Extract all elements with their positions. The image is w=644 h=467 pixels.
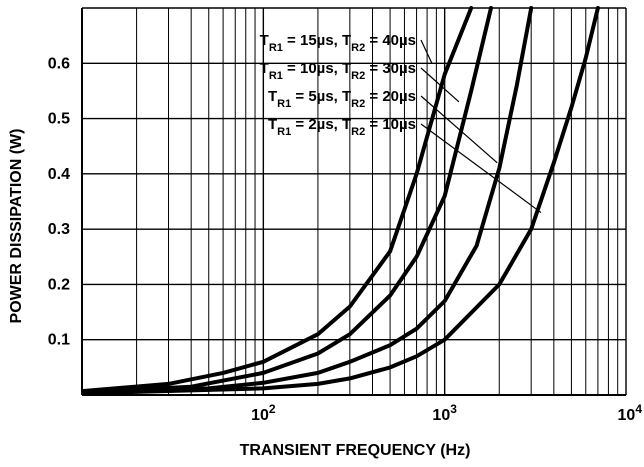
series-line-2 <box>82 6 493 395</box>
y-tick-label: 0.4 <box>48 166 70 183</box>
legend-label-3: TR1 = 5µs, TR2 = 20µs <box>268 88 416 110</box>
y-tick-label: 0.1 <box>48 332 70 349</box>
x-tick-label: 104 <box>618 402 643 424</box>
tick-labels: 0.1 0.2 0.3 0.4 0.5 0.6 102 103 104 <box>48 55 643 424</box>
series-line-4 <box>82 6 600 396</box>
x-tick-label: 102 <box>251 402 276 424</box>
legend-label-2: TR1 = 10µs, TR2 = 30µs <box>260 60 416 82</box>
legend-leader-line-1 <box>420 39 433 64</box>
legend-leader-line-4 <box>420 123 542 214</box>
x-axis-title: TRANSIENT FREQUENCY (Hz) <box>240 442 471 459</box>
y-tick-label: 0.5 <box>48 111 70 128</box>
x-tick-label: 103 <box>432 402 457 424</box>
series-group <box>82 6 600 396</box>
series-line-1 <box>82 6 474 394</box>
legend-label-4: TR1 = 2µs, TR2 = 10µs <box>268 116 416 138</box>
y-axis-title: POWER DISSIPATION (W) <box>8 129 25 324</box>
series-clip-group <box>82 6 600 396</box>
legend-leader-line-2 <box>420 67 460 103</box>
legend-leader-line-3 <box>420 95 498 164</box>
series-line-3 <box>82 6 534 395</box>
legend: TR1 = 15µs, TR2 = 40µs TR1 = 10µs, TR2 = … <box>260 32 542 214</box>
legend-label-1: TR1 = 15µs, TR2 = 40µs <box>260 32 416 54</box>
y-tick-label: 0.6 <box>48 55 70 72</box>
y-tick-label: 0.3 <box>48 221 70 238</box>
y-tick-label: 0.2 <box>48 276 70 293</box>
grid <box>81 7 627 396</box>
